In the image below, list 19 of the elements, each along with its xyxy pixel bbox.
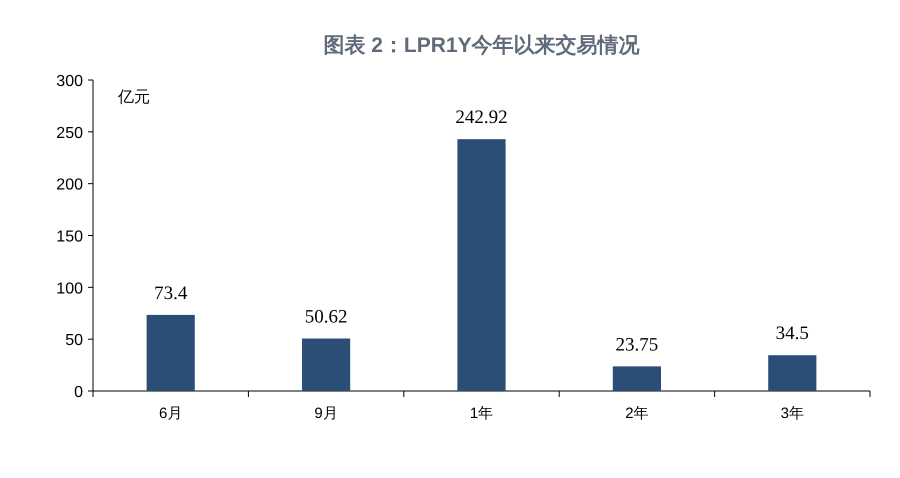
x-tick-label: 6月 [159,405,182,422]
y-tick-label: 150 [56,228,84,246]
x-tick-label: 9月 [314,405,338,422]
x-tick-label: 1年 [470,405,494,422]
y-tick-label: 50 [65,332,84,350]
data-label: 23.75 [616,334,658,356]
data-label: 73.4 [154,282,188,304]
y-tick-label: 300 [56,73,84,90]
y-axis-title: 亿元 [117,89,150,106]
data-label: 242.92 [455,107,508,128]
x-tick-label: 2年 [625,405,649,422]
y-tick-label: 0 [74,384,84,401]
y-tick-label: 200 [56,176,84,194]
y-tick-label: 100 [56,280,84,298]
data-label: 50.62 [304,306,348,328]
data-label: 34.5 [776,323,809,344]
y-tick-label: 250 [56,124,84,142]
chart-title: 图表 2：LPR1Y今年以来交易情况 [323,33,641,57]
x-tick-label: 3年 [780,405,804,422]
